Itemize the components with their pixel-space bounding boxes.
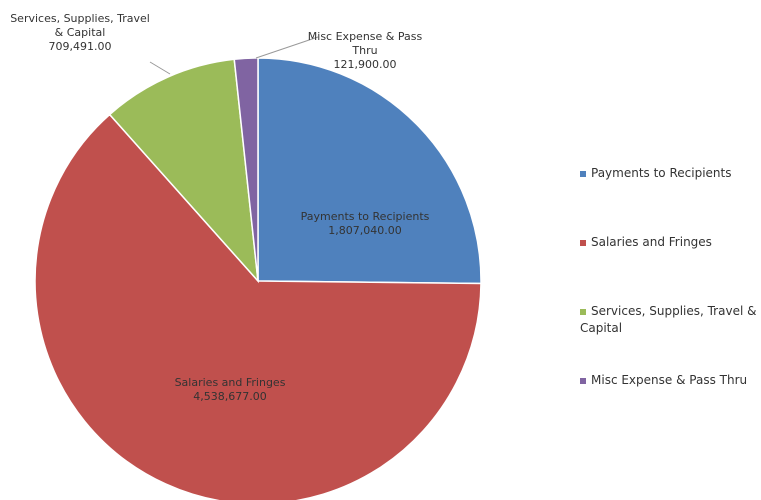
legend-label: Services, Supplies, Travel & Capital (580, 304, 757, 335)
data-label: Salaries and Fringes 4,538,677.00 (150, 376, 310, 404)
legend-label: Salaries and Fringes (591, 235, 712, 249)
pie-slice (257, 57, 482, 285)
data-label: Misc Expense & Pass Thru 121,900.00 (305, 30, 425, 72)
legend-swatch (580, 308, 586, 315)
data-label: Payments to Recipients 1,807,040.00 (285, 210, 445, 238)
pie-slice (108, 58, 259, 284)
legend-swatch (580, 239, 586, 246)
data-label-value: 121,900.00 (333, 58, 397, 71)
pie-slice (233, 57, 259, 282)
legend-label: Misc Expense & Pass Thru (591, 373, 748, 387)
legend-item: Services, Supplies, Travel & Capital (580, 303, 760, 337)
leader-line (255, 36, 319, 59)
data-label-value: 1,807,040.00 (328, 224, 402, 237)
data-label-value: 4,538,677.00 (193, 390, 267, 403)
data-label-category: Services, Supplies, Travel & Capital (10, 12, 150, 39)
data-label-value: 709,491.00 (48, 40, 112, 53)
data-label-category: Payments to Recipients (300, 210, 430, 223)
data-label: Services, Supplies, Travel & Capital 709,… (10, 12, 150, 54)
data-label-category: Misc Expense & Pass Thru (307, 30, 423, 57)
legend-swatch (580, 377, 586, 384)
legend-swatch (580, 170, 586, 177)
legend-item: Misc Expense & Pass Thru (580, 372, 760, 389)
legend-item: Salaries and Fringes (580, 234, 760, 251)
legend-item: Payments to Recipients (580, 165, 760, 182)
pie-slice (34, 113, 482, 500)
data-label-category: Salaries and Fringes (174, 376, 286, 389)
leader-line (149, 61, 171, 75)
legend-label: Payments to Recipients (591, 166, 732, 180)
